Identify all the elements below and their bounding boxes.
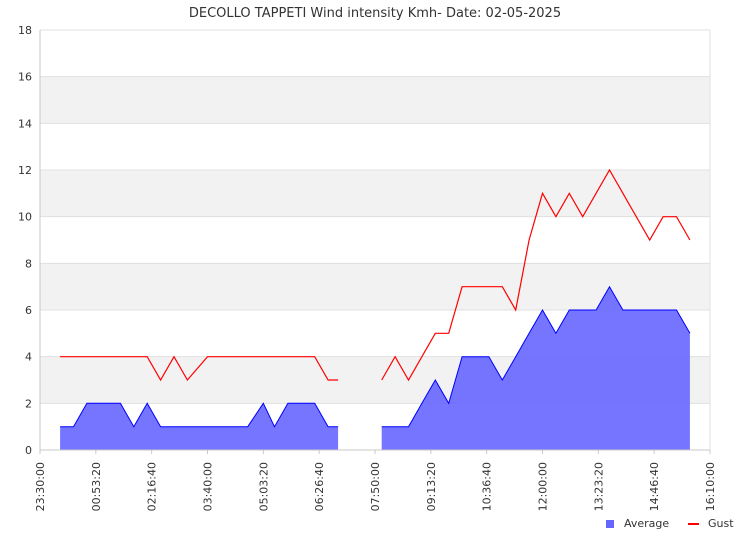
x-tick-labels: 23:30:00 00:53:20 02:16:40 03:40:00 05:03:20… <box>34 450 717 511</box>
y-tick-label: 14 <box>18 117 32 130</box>
x-tick-label: 10:36:40 <box>481 462 494 511</box>
y-tick-label: 4 <box>25 351 32 364</box>
series-gust-line <box>60 355 339 382</box>
x-tick-label: 23:30:00 <box>34 462 47 511</box>
series-average-line <box>381 285 691 428</box>
series-layer <box>60 168 691 450</box>
legend-gust-label: Gust <box>708 517 734 530</box>
x-tick-label: 09:13:20 <box>425 462 438 511</box>
grid-band <box>40 76 710 124</box>
x-tick-label: 12:00:00 <box>537 462 550 511</box>
x-tick-label: 03:40:00 <box>202 462 215 511</box>
x-tick-label: 14:46:40 <box>648 462 661 511</box>
x-tick-label: 06:26:40 <box>313 462 326 511</box>
legend: Average Gust <box>606 517 734 530</box>
grid-band <box>40 263 710 310</box>
y-tick-label: 16 <box>18 71 32 84</box>
series-average-line <box>60 402 339 428</box>
series-gust-line <box>381 168 691 382</box>
y-tick-label: 0 <box>25 444 32 457</box>
y-tick-label: 10 <box>18 211 32 224</box>
y-tick-label: 2 <box>25 397 32 410</box>
x-tick-label: 02:16:40 <box>146 462 159 511</box>
legend-average-label: Average <box>624 517 669 530</box>
y-tick-label: 8 <box>25 257 32 270</box>
x-tick-label: 00:53:20 <box>90 462 103 511</box>
x-tick-label: 13:23:20 <box>592 462 605 511</box>
y-tick-label: 12 <box>18 164 32 177</box>
grid-band <box>40 170 710 217</box>
y-tick-label: 6 <box>25 304 32 317</box>
legend-average-swatch <box>606 520 614 528</box>
y-tick-labels: 0 2 4 6 8 10 12 14 16 18 <box>18 24 32 457</box>
x-tick-label: 07:50:00 <box>369 462 382 511</box>
series-average-area <box>381 286 690 450</box>
chart-title: DECOLLO TAPPETI Wind intensity Kmh- Date… <box>189 6 561 21</box>
x-tick-label: 05:03:20 <box>257 462 270 511</box>
x-tick-label: 16:10:00 <box>704 462 717 511</box>
y-tick-label: 18 <box>18 24 32 37</box>
